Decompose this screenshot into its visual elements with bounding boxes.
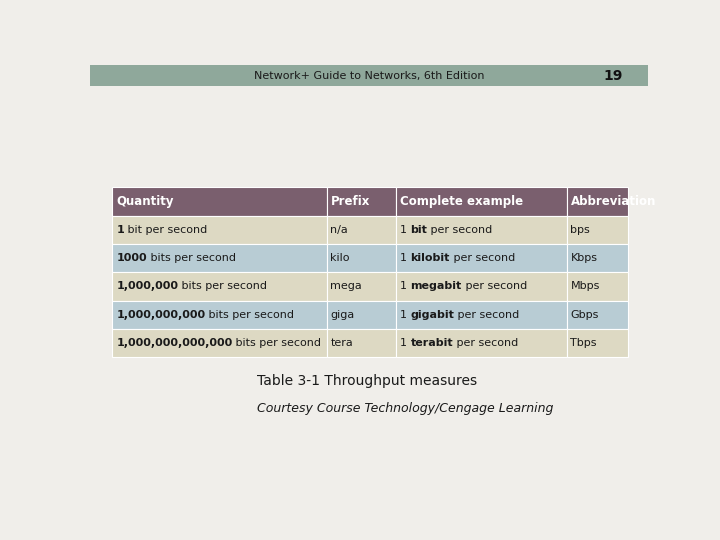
Text: terabit: terabit [410,338,453,348]
Bar [396,272,567,301]
Text: bits per second: bits per second [147,253,236,263]
Text: per second: per second [454,310,520,320]
Text: 1000: 1000 [116,253,147,263]
Bar [112,244,327,272]
Text: Gbps: Gbps [570,310,599,320]
Bar [567,272,629,301]
Text: tera: tera [330,338,354,348]
Text: bps: bps [570,225,590,235]
Text: n/a: n/a [330,225,348,235]
Text: kilobit: kilobit [410,253,450,263]
Text: Prefix: Prefix [330,195,370,208]
Text: Courtesy Course Technology/Cengage Learning: Courtesy Course Technology/Cengage Learn… [258,402,554,415]
Bar [327,216,396,244]
Text: mega: mega [330,281,362,292]
Bar [567,187,629,216]
Bar [327,329,396,357]
Text: per second: per second [453,338,518,348]
Bar [396,187,567,216]
Bar [396,329,567,357]
Text: Complete example: Complete example [400,195,523,208]
Text: Mbps: Mbps [570,281,600,292]
Bar [327,272,396,301]
Text: bit per second: bit per second [124,225,207,235]
Text: 1,000,000: 1,000,000 [116,281,179,292]
Bar [567,301,629,329]
Bar [112,272,327,301]
Bar [112,329,327,357]
Bar [327,244,396,272]
Text: Tbps: Tbps [570,338,597,348]
Text: 19: 19 [603,69,623,83]
Text: 1: 1 [400,310,410,320]
Text: gigabit: gigabit [410,310,454,320]
Text: Abbreviation: Abbreviation [570,195,656,208]
Text: per second: per second [450,253,516,263]
Text: bits per second: bits per second [179,281,267,292]
Text: bits per second: bits per second [205,310,294,320]
Text: per second: per second [462,281,527,292]
Text: 1,000,000,000: 1,000,000,000 [116,310,205,320]
Text: 1: 1 [400,281,410,292]
Text: bit: bit [410,225,428,235]
Text: megabit: megabit [410,281,462,292]
Text: 1: 1 [400,338,410,348]
Text: 1: 1 [400,253,410,263]
Text: giga: giga [330,310,355,320]
Bar [567,329,629,357]
Text: Kbps: Kbps [570,253,598,263]
Text: Network+ Guide to Networks, 6th Edition: Network+ Guide to Networks, 6th Edition [253,71,485,80]
Bar [567,216,629,244]
Bar [90,65,648,86]
Bar [112,216,327,244]
Text: 1: 1 [400,225,410,235]
Text: kilo: kilo [330,253,350,263]
Bar [567,244,629,272]
Bar [396,244,567,272]
Text: Quantity: Quantity [116,195,174,208]
Bar [396,301,567,329]
Bar [327,187,396,216]
Text: 1,000,000,000,000: 1,000,000,000,000 [116,338,233,348]
Bar [327,301,396,329]
Text: per second: per second [428,225,492,235]
Text: 1: 1 [116,225,124,235]
Bar [396,216,567,244]
Bar [112,187,327,216]
Text: bits per second: bits per second [233,338,321,348]
Text: Table 3-1 Throughput measures: Table 3-1 Throughput measures [258,374,477,388]
Bar [112,301,327,329]
